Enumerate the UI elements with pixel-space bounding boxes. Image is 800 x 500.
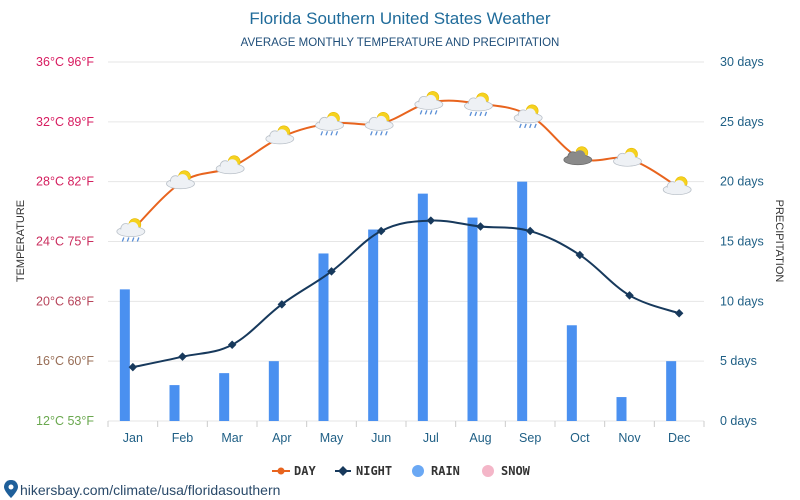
rain-bar[interactable]: [119, 289, 130, 421]
night-temperature-point[interactable]: [476, 222, 485, 231]
y-right-tick-label: 30 days: [720, 55, 764, 69]
x-tick-label: Dec: [668, 431, 690, 445]
grid: [107, 61, 705, 427]
rain-bars: [119, 181, 677, 421]
x-tick-label: Mar: [221, 431, 243, 445]
y-left-tick-label: 28°C 82°F: [36, 175, 94, 189]
night-temperature-point[interactable]: [277, 300, 287, 309]
legend-snow-label: SNOW: [501, 464, 531, 478]
y-left-tick-label: 20°C 68°F: [36, 294, 94, 308]
x-tick-label: Jun: [371, 431, 391, 445]
night-temperature-point[interactable]: [227, 340, 237, 349]
y-right-tick-label: 10 days: [720, 294, 764, 308]
rain-bar[interactable]: [616, 397, 627, 421]
y-axis-right-label: PRECIPITATION: [773, 200, 785, 283]
rain-bar[interactable]: [268, 361, 279, 421]
x-tick-label: Jan: [123, 431, 143, 445]
night-temperature-point[interactable]: [625, 291, 634, 300]
partly-cloudy-icon: [265, 125, 295, 145]
y-left-tick-label: 32°C 89°F: [36, 115, 94, 129]
rain-bar[interactable]: [318, 253, 329, 421]
chart-title: Florida Southern United States Weather: [249, 9, 550, 28]
weather-icons: [116, 91, 692, 242]
legend-rain-label: RAIN: [431, 464, 460, 478]
rain-bar[interactable]: [417, 193, 428, 421]
x-tick-label: Jul: [423, 431, 439, 445]
chart-subtitle: AVERAGE MONTHLY TEMPERATURE AND PRECIPIT…: [241, 37, 560, 49]
y-axis-left-label: TEMPERATURE: [15, 200, 27, 282]
rain-bar[interactable]: [368, 229, 379, 421]
x-tick-label: Sep: [519, 431, 541, 445]
legend: DAY NIGHT RAIN SNOW: [272, 464, 531, 478]
rain-bar[interactable]: [517, 181, 528, 421]
night-temperature-point[interactable]: [327, 267, 336, 276]
x-tick-label: Apr: [272, 431, 291, 445]
rain-bar[interactable]: [666, 361, 677, 421]
day-temperature-line: [132, 99, 680, 231]
partly-cloudy-icon: [662, 176, 692, 196]
x-tick-label: Nov: [618, 431, 641, 445]
partly-cloudy-icon: [215, 155, 245, 175]
night-temperature-line: [132, 219, 680, 369]
legend-snow-icon: [482, 465, 494, 477]
legend-day-marker-icon: [277, 467, 285, 475]
y-left-tick-label: 36°C 96°F: [36, 55, 94, 69]
y-right-tick-label: 0 days: [720, 414, 757, 428]
partly-cloudy-rain-icon: [513, 104, 543, 129]
partly-cloudy-dark-icon: [563, 146, 593, 166]
partly-cloudy-rain-icon: [464, 92, 493, 117]
x-tick-label: May: [320, 431, 344, 445]
night-temperature-point[interactable]: [178, 352, 187, 361]
partly-cloudy-rain-icon: [414, 91, 444, 115]
y-right-tick-label: 20 days: [720, 175, 764, 189]
partly-cloudy-rain-icon: [116, 218, 146, 242]
legend-night-label: NIGHT: [356, 464, 392, 478]
rain-bar[interactable]: [467, 217, 478, 421]
x-tick-label: Aug: [469, 431, 491, 445]
y-right-tick-label: 5 days: [720, 354, 757, 368]
x-tick-label: Feb: [172, 431, 194, 445]
y-left-tick-label: 12°C 53°F: [36, 414, 94, 428]
location-pin-icon: [4, 480, 18, 498]
y-left-tick-label: 16°C 60°F: [36, 354, 94, 368]
night-temperature-point[interactable]: [128, 362, 138, 372]
legend-day[interactable]: DAY: [272, 464, 316, 478]
rain-bar[interactable]: [566, 325, 577, 421]
night-temperature-point[interactable]: [426, 216, 436, 225]
partly-cloudy-rain-icon: [364, 112, 394, 136]
night-temperature-point[interactable]: [525, 226, 535, 236]
x-tick-label: Oct: [570, 431, 590, 445]
legend-rain[interactable]: RAIN: [412, 464, 460, 478]
partly-cloudy-rain-icon: [315, 112, 344, 136]
night-temperature-point[interactable]: [674, 309, 684, 318]
partly-cloudy-icon: [166, 170, 195, 190]
partly-cloudy-icon: [613, 147, 642, 167]
footer: hikersbay.com/climate/usa/floridasouther…: [4, 480, 280, 498]
legend-day-label: DAY: [294, 464, 316, 478]
temperature-lines: [128, 99, 684, 372]
rain-bar[interactable]: [169, 385, 180, 421]
legend-night[interactable]: NIGHT: [335, 464, 392, 478]
legend-night-marker-icon: [338, 466, 348, 476]
night-temperature-point[interactable]: [376, 226, 386, 236]
legend-snow[interactable]: SNOW: [482, 464, 531, 478]
axis-ticks: 36°C 96°F 32°C 89°F 28°C 82°F 24°C 75°F 20°C…: [36, 55, 764, 445]
legend-rain-icon: [412, 465, 424, 477]
y-left-tick-label: 24°C 75°F: [36, 235, 94, 249]
rain-bar[interactable]: [219, 373, 230, 421]
y-right-tick-label: 15 days: [720, 235, 764, 249]
footer-link[interactable]: hikersbay.com/climate/usa/floridasouther…: [20, 482, 280, 498]
y-right-tick-label: 25 days: [720, 115, 764, 129]
